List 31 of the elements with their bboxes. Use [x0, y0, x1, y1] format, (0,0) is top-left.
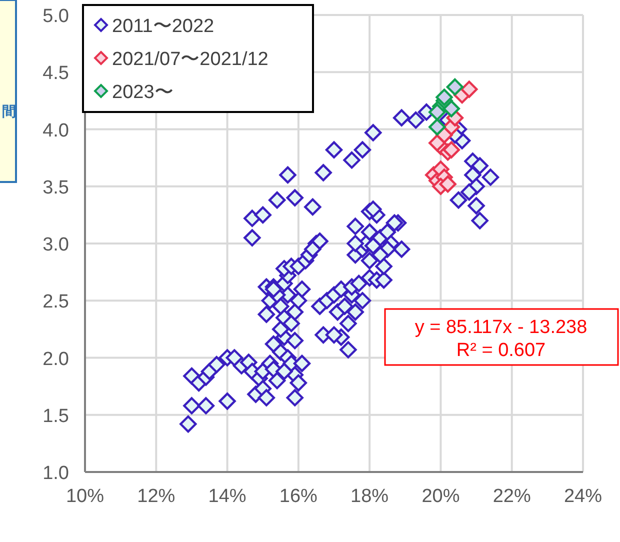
y-tick-label: 4.0: [42, 120, 69, 142]
x-tick-label: 12%: [137, 486, 176, 507]
y-tick-label: 1.5: [42, 406, 69, 427]
y-tick-label: 3.0: [42, 234, 69, 256]
legend-label: 2011〜2022: [112, 16, 214, 37]
point: [436, 88, 453, 106]
y-tick-label: 4.5: [42, 63, 69, 84]
y-tick-label: 2.0: [42, 348, 69, 370]
y-axis-title: 間: [2, 103, 16, 119]
x-tick-label: 18%: [350, 486, 389, 507]
y-tick-label: 3.5: [42, 177, 69, 198]
y-tick-label: 5.0: [42, 6, 69, 27]
point: [460, 80, 478, 98]
x-tick-label: 22%: [492, 486, 531, 507]
point: [442, 100, 460, 118]
x-tick-label: 24%: [564, 486, 602, 507]
annotation: R² = 0.607: [456, 340, 546, 361]
point: [439, 175, 456, 193]
y-tick-label: 1.0: [42, 463, 69, 484]
point: [442, 141, 460, 158]
point: [446, 78, 464, 96]
legend-label: 2021/07〜2021/12: [112, 49, 268, 70]
point: [428, 104, 446, 121]
y-tick-label: 2.5: [42, 292, 69, 313]
point: [428, 118, 446, 136]
x-tick-label: 10%: [66, 486, 104, 507]
legend-label: 2023〜: [112, 82, 174, 103]
x-tick-label: 14%: [208, 486, 246, 507]
annotation: y = 85.117x - 13.238: [414, 317, 588, 338]
x-tick-label: 20%: [422, 486, 460, 507]
x-tick-label: 16%: [279, 486, 318, 507]
